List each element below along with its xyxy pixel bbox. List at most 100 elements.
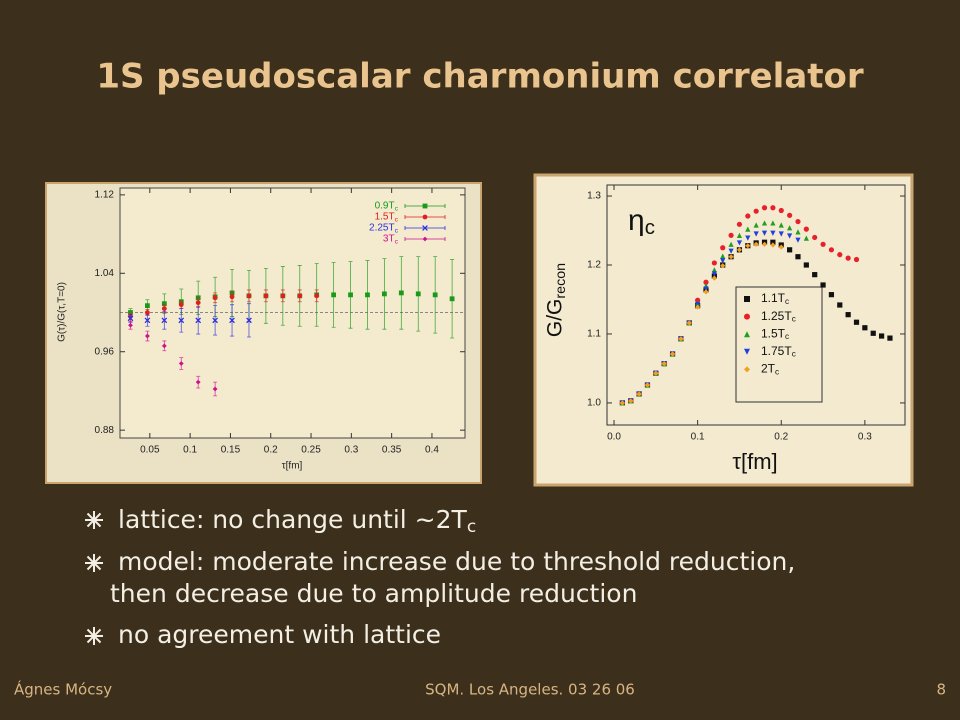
marker (703, 279, 709, 285)
marker (728, 232, 734, 238)
marker (753, 208, 759, 214)
marker (728, 254, 734, 260)
marker (348, 292, 353, 298)
marker (661, 361, 667, 367)
marker (711, 260, 717, 266)
legend-label: 1.5Tc (375, 212, 399, 224)
footer-page: 8 (936, 681, 946, 699)
legend-label: 1.1Tc (761, 291, 789, 306)
star (85, 554, 103, 572)
marker (778, 244, 784, 250)
x-tick-label: 0.1 (691, 432, 705, 443)
marker (744, 331, 750, 338)
marker (161, 306, 167, 311)
y-tick-label: 1.1 (587, 329, 601, 340)
marker (820, 241, 826, 247)
y-tick-label: 1.12 (95, 190, 115, 201)
marker (432, 292, 438, 298)
x-tick-label: 0.3 (344, 445, 358, 456)
marker (422, 225, 428, 231)
marker (449, 296, 455, 302)
marker (795, 229, 801, 235)
star (85, 627, 103, 645)
marker (381, 291, 387, 297)
legend-label: 1.5Tc (761, 326, 789, 341)
x-axis-label: τ[fm] (732, 449, 777, 474)
marker (745, 213, 751, 219)
marker (778, 222, 784, 228)
x-tick-label: 0.4 (425, 445, 439, 456)
marker (178, 302, 184, 308)
marker (195, 300, 201, 306)
y-tick-label: 1.3 (587, 191, 601, 202)
marker (128, 310, 133, 315)
marker (398, 290, 404, 296)
marker (787, 212, 793, 218)
legend-label: 1.25Tc (761, 309, 796, 324)
marker (703, 289, 709, 295)
marker (753, 231, 759, 237)
marker (195, 317, 202, 324)
slide-title: 1S pseudoscalar charmonium correlator (96, 57, 864, 97)
marker (887, 335, 893, 341)
marker (812, 272, 818, 278)
marker (828, 292, 835, 298)
marker (745, 226, 751, 232)
marker (761, 241, 768, 247)
marker (845, 255, 851, 261)
marker (711, 275, 717, 281)
marker (745, 243, 751, 249)
marker (161, 317, 168, 324)
marker (803, 226, 809, 232)
marker (845, 312, 851, 318)
marker (753, 222, 759, 228)
marker (365, 292, 370, 298)
marker (878, 333, 885, 339)
marker (787, 247, 793, 253)
marker (195, 379, 201, 385)
marker (736, 240, 743, 246)
marker (720, 253, 726, 259)
marker (853, 319, 860, 325)
marker (720, 263, 726, 269)
bullet-text: lattice: no change until ~2Tc (118, 505, 476, 537)
x-tick-label: 0.25 (301, 445, 321, 456)
marker (728, 241, 734, 247)
x-tick-label: 0.05 (140, 445, 160, 456)
marker (828, 247, 835, 253)
marker (280, 293, 286, 299)
marker (720, 258, 726, 264)
marker (695, 304, 701, 310)
marker (415, 291, 421, 297)
footer-event: SQM. Los Angeles. 03 26 06 (425, 681, 635, 699)
marker (770, 239, 776, 245)
marker (628, 398, 634, 404)
marker (787, 225, 793, 231)
marker (128, 322, 133, 328)
x-tick-label: 0.35 (382, 445, 402, 456)
y-tick-label: 0.88 (95, 425, 115, 436)
marker (728, 248, 734, 254)
marker (229, 317, 235, 324)
marker (853, 256, 860, 263)
marker (862, 325, 868, 331)
marker (644, 382, 651, 388)
marker (695, 297, 701, 303)
marker (161, 343, 167, 349)
marker (711, 271, 717, 277)
marker (145, 333, 150, 339)
marker (636, 391, 642, 397)
legend-label: 2Tc (761, 362, 779, 377)
marker (753, 241, 759, 247)
marker (653, 370, 659, 376)
marker (229, 294, 235, 300)
marker (144, 317, 151, 324)
marker (314, 293, 320, 299)
legend-label: 0.9Tc (375, 201, 399, 213)
marker (744, 296, 750, 302)
x-tick-label: 0.15 (221, 445, 241, 456)
x-tick-label: 0.3 (858, 432, 872, 443)
marker (745, 235, 751, 241)
legend-box (735, 286, 823, 403)
